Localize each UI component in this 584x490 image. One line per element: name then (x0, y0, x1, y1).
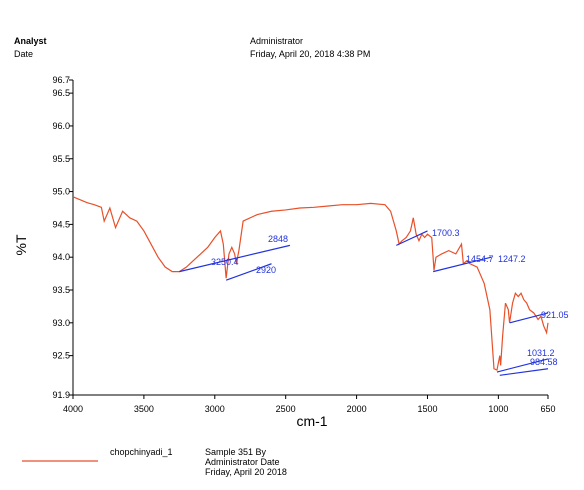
peak-label: 1454.7 (466, 254, 494, 264)
peak-label: 984.58 (530, 357, 558, 367)
x-tick-label: 650 (540, 404, 555, 414)
spectrum-line (72, 196, 549, 371)
peak-label: 2848 (268, 234, 288, 244)
baseline (509, 312, 549, 324)
x-tick-label: 1000 (488, 404, 508, 414)
y-tick-label: 95.0 (52, 187, 70, 197)
y-tick-label: 94.5 (52, 219, 70, 229)
analyst: Administrator (250, 36, 303, 46)
y-tick-label: 92.5 (52, 351, 70, 361)
baseline (396, 230, 428, 246)
y-tick-label: 93.0 (52, 318, 70, 328)
x-tick-label: 3500 (134, 404, 154, 414)
peak-label: 1700.3 (432, 228, 460, 238)
x-tick-label: 2000 (347, 404, 367, 414)
peak-label: 2920 (256, 265, 276, 275)
y-tick-label: 91.9 (52, 390, 70, 400)
y-tick-label: 95.5 (52, 154, 70, 164)
baseline (499, 368, 549, 376)
baseline (179, 244, 291, 273)
y-axis-label: %T (13, 234, 29, 255)
y-tick-label: 94.0 (52, 252, 70, 262)
x-tick-label: 4000 (63, 404, 83, 414)
date-label: Date (14, 49, 33, 59)
peak-label: 1031.2 (527, 348, 555, 358)
peak-label: 1247.2 (498, 254, 526, 264)
legend-note: Friday, April 20 2018 (205, 467, 287, 477)
y-tick-label: 96.5 (52, 88, 70, 98)
y-tick-label: 96.7 (52, 75, 70, 85)
date: Friday, April 20, 2018 4:38 PM (250, 49, 370, 59)
x-tick-label: 1500 (417, 404, 437, 414)
peak-label: 3250.4 (211, 257, 239, 267)
baseline (225, 263, 272, 281)
peak-label: 921.05 (541, 310, 569, 320)
analyst-label: Analyst (14, 36, 47, 46)
y-tick-label: 93.5 (52, 285, 70, 295)
x-tick-label: 3000 (205, 404, 225, 414)
legend-note: Administrator Date (205, 457, 280, 467)
baseline (496, 358, 549, 373)
baseline (433, 256, 492, 273)
x-tick-label: 2500 (276, 404, 296, 414)
y-tick-label: 96.0 (52, 121, 70, 131)
legend-note: Sample 351 By (205, 447, 267, 457)
x-axis-label: cm-1 (296, 413, 327, 429)
legend-label: chopchinyadi_1 (110, 447, 173, 457)
